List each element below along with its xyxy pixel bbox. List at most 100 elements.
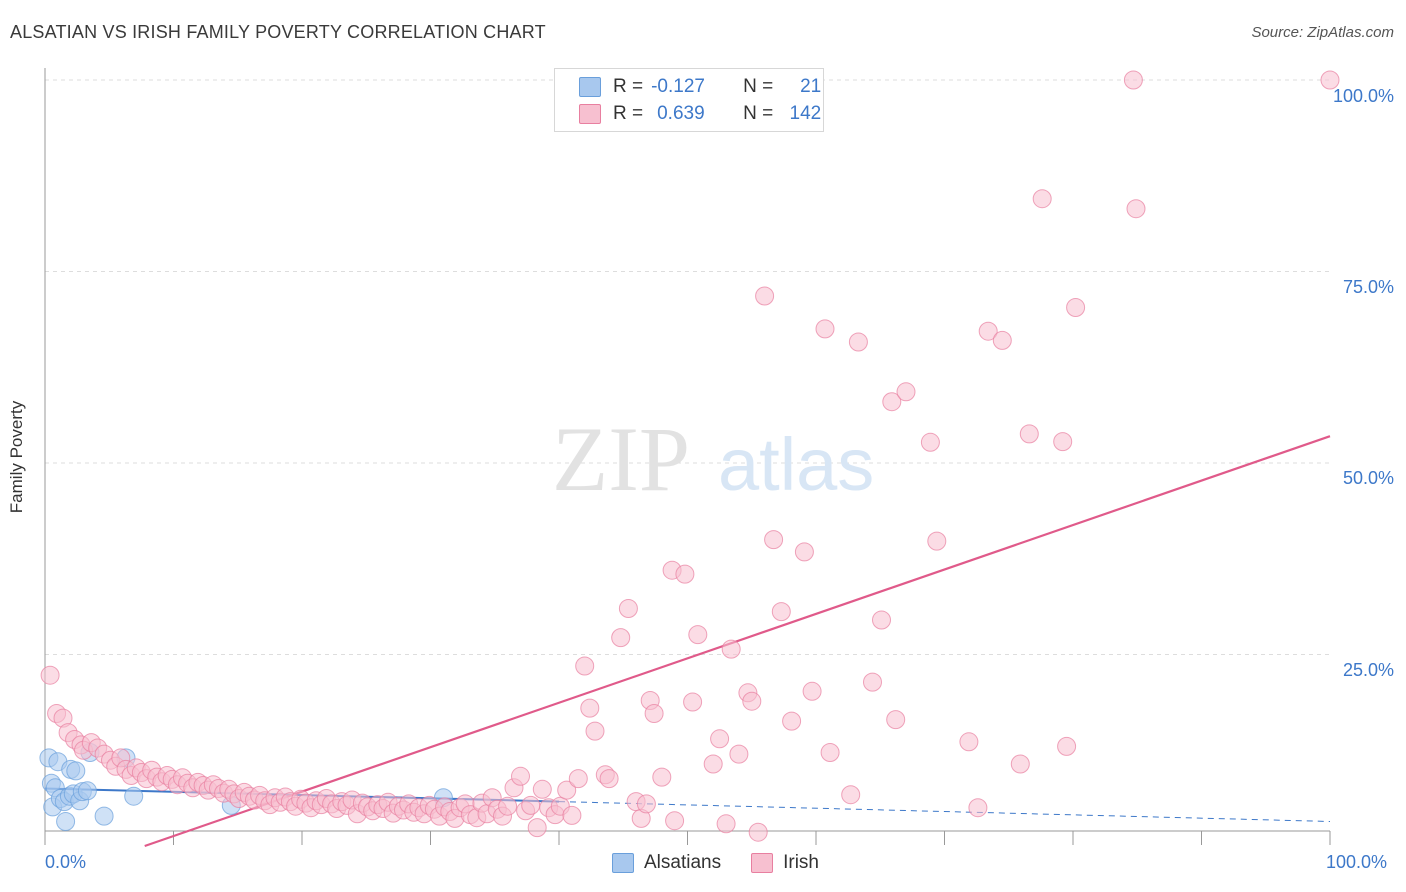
x-tick-label-0: 0.0% (45, 852, 87, 872)
point-irish (968, 798, 988, 818)
point-irish (636, 794, 656, 814)
point-irish (652, 767, 672, 787)
x-tick-label-100: 100.0% (1326, 852, 1388, 872)
y-tick-label-100: 100.0% (1332, 86, 1394, 106)
point-irish (886, 710, 906, 730)
legend-r-label: R = (613, 103, 644, 124)
legend-swatch-alsatians (579, 77, 601, 97)
point-irish (729, 744, 749, 764)
point-irish (498, 796, 518, 816)
data-points (39, 70, 1340, 842)
point-irish (1057, 736, 1077, 756)
point-irish (863, 672, 882, 692)
watermark-zip: ZIP (552, 408, 690, 510)
y-tick-label-75: 75.0% (1342, 277, 1394, 297)
correlation-legend: R = -0.127 N = 21 R = 0.639 N = 142 (554, 68, 824, 132)
series-label-irish: Irish (783, 852, 820, 873)
legend-row-irish: R = 0.639 N = 142 (579, 102, 821, 126)
point-irish (748, 822, 768, 842)
point-irish (1320, 70, 1340, 90)
point-irish (40, 665, 60, 685)
series-legend: Alsatians Irish (612, 852, 849, 874)
point-irish (771, 602, 791, 622)
point-alsatians (66, 761, 86, 781)
point-irish (872, 610, 891, 630)
point-irish (532, 779, 552, 799)
chart-title: ALSATIAN VS IRISH FAMILY POVERTY CORRELA… (10, 22, 546, 42)
point-irish (721, 639, 741, 659)
point-irish (665, 811, 685, 831)
point-irish (716, 814, 736, 834)
point-irish (959, 732, 979, 752)
point-irish (688, 625, 708, 645)
trend-line-irish (144, 435, 1331, 848)
legend-r-label: R = (613, 76, 644, 97)
point-irish (820, 743, 840, 762)
legend-r-value: 0.639 (657, 103, 705, 124)
watermark-atlas: atlas (718, 423, 874, 506)
legend-n-value: 142 (789, 103, 822, 124)
y-tick-label-25: 25.0% (1342, 660, 1394, 680)
trend-line-alsatians-extension (558, 801, 1331, 822)
legend-n-value: 21 (800, 76, 822, 97)
point-irish (802, 681, 822, 701)
series-legend-alsatians[interactable]: Alsatians (612, 852, 721, 874)
legend-r-value: -0.127 (651, 76, 705, 97)
legend-swatch-irish (579, 104, 601, 124)
point-irish (1053, 432, 1073, 452)
point-irish (764, 530, 784, 550)
point-irish (710, 729, 730, 749)
point-irish (521, 795, 541, 815)
point-irish (703, 754, 723, 774)
point-irish (927, 531, 947, 551)
series-swatch-irish (751, 853, 774, 873)
point-irish (742, 691, 762, 711)
point-irish (511, 766, 530, 786)
point-alsatians (77, 781, 97, 801)
source-label: Source: ZipAtlas.com (1251, 24, 1394, 41)
series-label-alsatians: Alsatians (644, 852, 722, 873)
point-irish (848, 332, 868, 352)
point-irish (841, 785, 861, 805)
point-irish (1123, 70, 1143, 90)
point-irish (580, 698, 600, 718)
point-irish (992, 330, 1012, 350)
point-irish (557, 780, 577, 800)
point-irish (562, 805, 582, 825)
point-irish (683, 692, 703, 712)
legend-n-label: N = (743, 103, 774, 124)
point-irish (611, 628, 631, 648)
y-axis-label: Family Poverty (7, 400, 26, 514)
series-swatch-alsatians (612, 853, 634, 873)
point-irish (618, 599, 638, 618)
legend-row-alsatians: R = -0.127 N = 21 (579, 75, 821, 99)
point-irish (568, 769, 588, 789)
point-irish (882, 392, 902, 412)
point-alsatians (94, 806, 114, 826)
legend-n-label: N = (743, 76, 774, 97)
point-irish (585, 721, 605, 741)
point-irish (1066, 298, 1086, 317)
x-axis-ticks (44, 831, 1331, 845)
point-alsatians (56, 812, 76, 831)
point-irish (794, 542, 814, 562)
point-irish (1019, 424, 1039, 444)
point-irish (644, 704, 664, 723)
point-irish (1126, 199, 1146, 219)
point-irish (782, 711, 802, 731)
point-irish (1032, 189, 1052, 209)
point-irish (1010, 754, 1030, 774)
point-irish (575, 656, 595, 676)
point-irish (527, 818, 547, 838)
point-irish (896, 382, 916, 402)
point-irish (978, 321, 998, 341)
point-irish (755, 286, 775, 306)
series-legend-irish[interactable]: Irish (751, 852, 819, 874)
point-irish (675, 564, 695, 584)
point-irish (599, 769, 619, 789)
point-irish (920, 432, 940, 452)
y-tick-label-50: 50.0% (1342, 468, 1394, 488)
point-alsatians (124, 786, 144, 806)
point-irish (815, 319, 835, 339)
